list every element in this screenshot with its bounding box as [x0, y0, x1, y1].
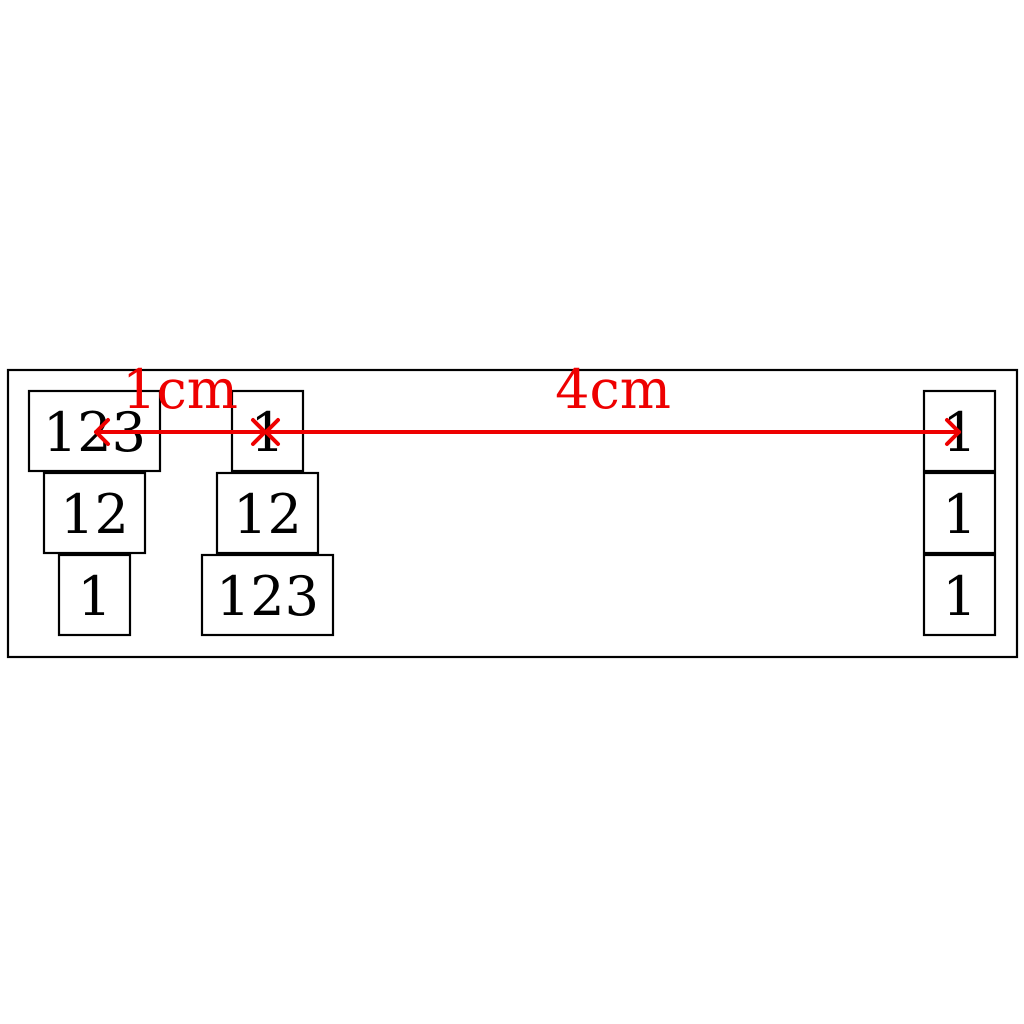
- node-right-3: [922, 553, 997, 637]
- node-right-2-label: 1: [942, 483, 976, 546]
- column-left: 123 12 1: [27, 389, 162, 637]
- arrowhead-left-4cm: [264, 418, 280, 446]
- node-middle-2: [215, 471, 320, 555]
- arrowhead-left-1cm: [94, 418, 110, 446]
- arrowhead-right-4cm: [945, 418, 961, 446]
- node-right-3-label: 1: [942, 565, 976, 628]
- column-middle: 1 12 123: [200, 389, 335, 637]
- node-middle-3-label: 123: [216, 565, 319, 628]
- node-middle-3: [200, 553, 335, 637]
- node-left-3-label: 1: [77, 565, 111, 628]
- dimension-middle-to-right: 4cm: [264, 358, 961, 446]
- node-left-3: [57, 553, 132, 637]
- node-left-2: [42, 471, 147, 555]
- column-right: 1 1 1: [922, 389, 997, 637]
- dimension-left-to-middle: 1cm: [94, 358, 267, 446]
- dimension-label-1cm: 1cm: [122, 358, 238, 421]
- outer-frame: [6, 368, 1019, 659]
- dimension-label-4cm: 4cm: [555, 358, 671, 421]
- node-middle-2-label: 12: [233, 483, 302, 546]
- node-right-2: [922, 471, 997, 555]
- node-left-2-label: 12: [60, 483, 129, 546]
